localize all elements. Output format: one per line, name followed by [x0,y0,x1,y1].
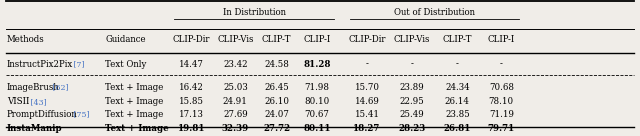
Text: Text + Image: Text + Image [106,83,164,92]
Text: [75]: [75] [71,111,90,119]
Text: 26.45: 26.45 [264,83,289,92]
Text: -: - [411,60,413,69]
Text: 28.23: 28.23 [399,124,426,133]
Text: 15.41: 15.41 [355,110,380,119]
Text: Guidance: Guidance [106,35,146,44]
Text: Text + Image: Text + Image [106,110,164,119]
Text: CLIP-Dir: CLIP-Dir [173,35,210,44]
Text: 24.91: 24.91 [223,98,248,106]
Text: 79.71: 79.71 [488,124,515,133]
Text: 23.89: 23.89 [400,83,424,92]
Text: CLIP-Vis: CLIP-Vis [394,35,431,44]
Text: Text + Image: Text + Image [106,124,169,133]
Text: CLIP-Vis: CLIP-Vis [217,35,253,44]
Text: [62]: [62] [50,83,68,91]
Text: CLIP-T: CLIP-T [443,35,472,44]
Text: ImageBrush: ImageBrush [7,83,60,92]
Text: 81.28: 81.28 [303,60,331,69]
Text: [7]: [7] [71,60,84,68]
Text: 18.27: 18.27 [353,124,381,133]
Text: 15.85: 15.85 [179,98,204,106]
Text: 24.58: 24.58 [264,60,289,69]
Text: InstructPix2Pix: InstructPix2Pix [7,60,73,69]
Text: CLIP-I: CLIP-I [488,35,515,44]
Text: PromptDiffusion: PromptDiffusion [7,110,78,119]
Text: 25.49: 25.49 [400,110,424,119]
Text: 19.81: 19.81 [178,124,205,133]
Text: 78.10: 78.10 [489,98,514,106]
Text: 71.98: 71.98 [305,83,330,92]
Text: Text Only: Text Only [106,60,147,69]
Text: [43]: [43] [28,98,47,106]
Text: -: - [500,60,502,69]
Text: 17.13: 17.13 [179,110,204,119]
Text: CLIP-I: CLIP-I [303,35,330,44]
Text: 25.03: 25.03 [223,83,248,92]
Text: 15.70: 15.70 [355,83,380,92]
Text: Methods: Methods [7,35,45,44]
Text: 27.72: 27.72 [263,124,291,133]
Text: 71.19: 71.19 [489,110,514,119]
Text: 14.69: 14.69 [355,98,380,106]
Text: -: - [365,60,369,69]
Text: 80.11: 80.11 [303,124,331,133]
Text: 26.14: 26.14 [445,98,470,106]
Text: Out of Distribution: Out of Distribution [394,8,475,17]
Text: 70.68: 70.68 [489,83,514,92]
Text: 26.10: 26.10 [264,98,289,106]
Text: CLIP-Dir: CLIP-Dir [348,35,386,44]
Text: In Distribution: In Distribution [223,8,286,17]
Text: 27.69: 27.69 [223,110,248,119]
Text: 22.95: 22.95 [400,98,424,106]
Text: CLIP-T: CLIP-T [262,35,291,44]
Text: 24.07: 24.07 [264,110,289,119]
Text: 80.10: 80.10 [304,98,330,106]
Text: Text + Image: Text + Image [106,98,164,106]
Text: InstaManip: InstaManip [7,124,63,133]
Text: 32.39: 32.39 [222,124,249,133]
Text: -: - [456,60,459,69]
Text: 16.42: 16.42 [179,83,204,92]
Text: 26.81: 26.81 [444,124,471,133]
Text: 24.34: 24.34 [445,83,470,92]
Text: VISII: VISII [7,98,29,106]
Text: 70.67: 70.67 [305,110,330,119]
Text: 23.85: 23.85 [445,110,470,119]
Text: 23.42: 23.42 [223,60,248,69]
Text: 14.47: 14.47 [179,60,204,69]
